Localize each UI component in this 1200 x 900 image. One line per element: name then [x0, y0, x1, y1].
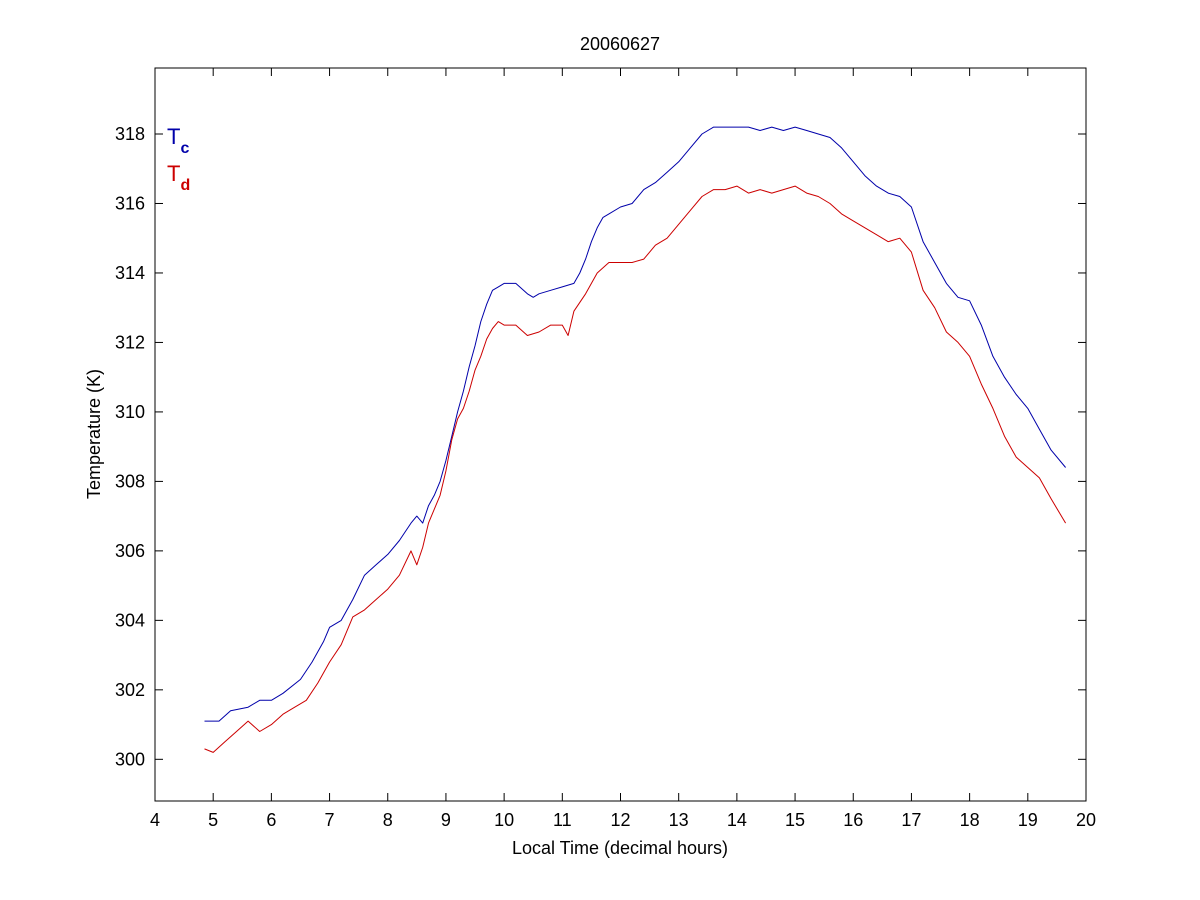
- y-tick-label: 312: [115, 332, 145, 352]
- y-tick-label: 302: [115, 680, 145, 700]
- x-axis-label: Local Time (decimal hours): [512, 838, 728, 858]
- x-tick-label: 4: [150, 810, 160, 830]
- legend-entry-1: Td: [167, 161, 190, 194]
- y-tick-label: 306: [115, 541, 145, 561]
- x-tick-label: 7: [325, 810, 335, 830]
- x-tick-label: 10: [494, 810, 514, 830]
- y-axis: 300 302 304 306 308 310 312 314 316 318: [115, 124, 1086, 769]
- y-tick-label: 316: [115, 193, 145, 213]
- x-tick-label: 6: [266, 810, 276, 830]
- y-tick-label: 300: [115, 749, 145, 769]
- y-tick-label: 318: [115, 124, 145, 144]
- x-tick-label: 12: [610, 810, 630, 830]
- x-tick-label: 19: [1018, 810, 1038, 830]
- x-tick-label: 17: [901, 810, 921, 830]
- legend: Tc Td: [167, 124, 190, 194]
- chart-title: 20060627: [580, 34, 660, 54]
- x-tick-label: 15: [785, 810, 805, 830]
- series-layer: [204, 126, 1067, 753]
- y-tick-label: 304: [115, 610, 145, 630]
- y-tick-label: 310: [115, 402, 145, 422]
- x-tick-label: 5: [208, 810, 218, 830]
- x-tick-label: 20: [1076, 810, 1096, 830]
- x-axis: 4 5 6 7 8 9 10 11 12 13 14 15 16 17 18 19 20: [150, 68, 1096, 830]
- x-tick-label: 16: [843, 810, 863, 830]
- x-tick-label: 18: [960, 810, 980, 830]
- legend-entry-0: Tc: [167, 124, 189, 157]
- x-tick-label: 13: [669, 810, 689, 830]
- x-tick-label: 11: [553, 810, 572, 830]
- y-axis-label: Temperature (K): [84, 369, 104, 499]
- y-tick-label: 308: [115, 471, 145, 491]
- y-tick-label: 314: [115, 263, 145, 283]
- x-tick-label: 8: [383, 810, 393, 830]
- series-line-1: [204, 185, 1067, 753]
- series-line-0: [204, 126, 1066, 722]
- x-tick-label: 14: [727, 810, 747, 830]
- x-tick-label: 9: [441, 810, 451, 830]
